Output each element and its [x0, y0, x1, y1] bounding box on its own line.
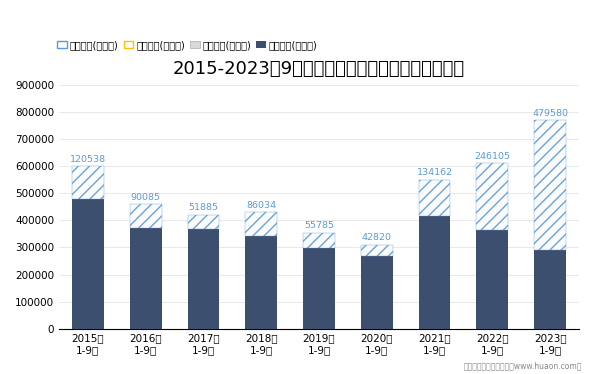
Bar [72, 166, 104, 329]
Bar [245, 212, 277, 236]
Bar [303, 233, 335, 248]
Text: 90085: 90085 [131, 193, 160, 202]
Text: 51885: 51885 [188, 203, 219, 212]
Bar [245, 236, 277, 329]
Text: 134162: 134162 [416, 168, 453, 177]
Text: 86034: 86034 [246, 201, 276, 210]
Bar [129, 204, 162, 329]
Text: 246105: 246105 [475, 152, 510, 161]
Bar [361, 256, 393, 329]
Text: 55785: 55785 [304, 221, 334, 230]
Text: 制图：华经产业研究院（www.huaon.com）: 制图：华经产业研究院（www.huaon.com） [464, 361, 582, 370]
Text: 120538: 120538 [70, 154, 106, 164]
Title: 2015-2023年9月河北省外商投资企业进出口差额图: 2015-2023年9月河北省外商投资企业进出口差额图 [173, 59, 465, 77]
Bar [72, 166, 104, 199]
Bar [303, 233, 335, 329]
Bar [419, 180, 450, 216]
Bar [476, 230, 508, 329]
Bar [476, 163, 508, 329]
Bar [188, 215, 219, 329]
Text: 42820: 42820 [362, 233, 392, 242]
Bar [419, 216, 450, 329]
Bar [72, 199, 104, 329]
Bar [129, 204, 162, 229]
Bar [361, 245, 393, 256]
Bar [534, 120, 566, 329]
Text: 479580: 479580 [532, 108, 568, 117]
Bar [419, 180, 450, 329]
Legend: 贸易顺差(万美元), 贸易逆差(万美元), 出口总额(万美元), 进口总额(万美元): 贸易顺差(万美元), 贸易逆差(万美元), 出口总额(万美元), 进口总额(万美… [53, 36, 321, 53]
Bar [361, 245, 393, 329]
Bar [188, 229, 219, 329]
Bar [129, 229, 162, 329]
Bar [303, 248, 335, 329]
Bar [245, 212, 277, 329]
Bar [188, 215, 219, 229]
Bar [476, 163, 508, 230]
Bar [534, 120, 566, 250]
Bar [534, 250, 566, 329]
